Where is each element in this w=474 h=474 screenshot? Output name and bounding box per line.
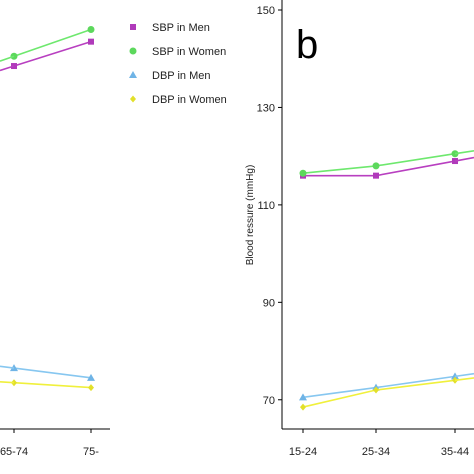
panel-a-data-point <box>88 384 94 392</box>
panel-a-series-line <box>13 40 92 67</box>
legend-label: DBP in Men <box>152 70 211 82</box>
panel-a-series-line-extension <box>0 381 15 384</box>
panel-b-data-point <box>299 169 307 177</box>
panel-a-series-line-extension <box>0 365 15 369</box>
panel-b-x-tick-label: 25-34 <box>362 446 390 458</box>
panel-b-series-line-extension <box>454 377 474 382</box>
panel-a-data-point <box>87 373 95 381</box>
panel-b-y-tick-label: 130 <box>257 102 275 114</box>
panel-a-x-tick-label: 65-74 <box>0 446 28 458</box>
panel-a-data-point <box>87 25 95 33</box>
panel-b-series-line-extension <box>454 156 474 162</box>
panel-a-series-line-extension <box>0 65 15 72</box>
panel-b-label: b <box>296 23 318 67</box>
panel-b-y-tick-label: 110 <box>257 200 275 212</box>
panel-a-series-line <box>13 28 92 58</box>
panel-b-data-point <box>373 386 379 394</box>
panel-a-x-tick-label: 75- <box>83 446 99 458</box>
panel-a-series-line <box>13 367 92 379</box>
panel-b-x-tick-label: 15-24 <box>289 446 317 458</box>
panel-b-x-tick-label: 35-44 <box>441 446 469 458</box>
panel-b-data-point <box>300 403 306 411</box>
legend-triangle-marker <box>129 71 137 78</box>
legend-label: SBP in Men <box>152 22 210 34</box>
panel-a-data-point <box>88 38 94 45</box>
panel-b-series-line-extension <box>454 372 474 378</box>
legend-label: DBP in Women <box>152 94 227 106</box>
panel-b-series-line <box>302 375 456 399</box>
panel-a: 65-74 75- <box>0 25 110 458</box>
panel-b-series-line <box>302 152 456 175</box>
panel-b-data-point <box>373 172 379 179</box>
legend: SBP in Men SBP in Women DBP in Men DBP in W… <box>129 22 227 106</box>
legend-circle-marker <box>129 47 137 55</box>
panel-b: 70 90 110 130 150 15-24 25-34 35-44 Blood ress… <box>245 0 474 458</box>
legend-diamond-marker <box>130 95 136 103</box>
legend-square-marker <box>130 24 136 30</box>
panel-b-data-point <box>299 393 307 401</box>
legend-label: SBP in Women <box>152 46 226 58</box>
panel-a-series-line-extension <box>0 55 15 62</box>
panel-b-series-line-extension <box>454 150 474 155</box>
panel-a-series-line <box>13 381 92 389</box>
panel-b-data-point <box>372 162 380 170</box>
panel-b-y-tick-label: 70 <box>263 395 275 407</box>
panel-b-y-tick-label: 90 <box>263 297 275 309</box>
panel-b-y-tick-label: 150 <box>257 5 275 17</box>
panel-b-y-axis-title: Blood ressure (mmHg) <box>245 165 256 266</box>
